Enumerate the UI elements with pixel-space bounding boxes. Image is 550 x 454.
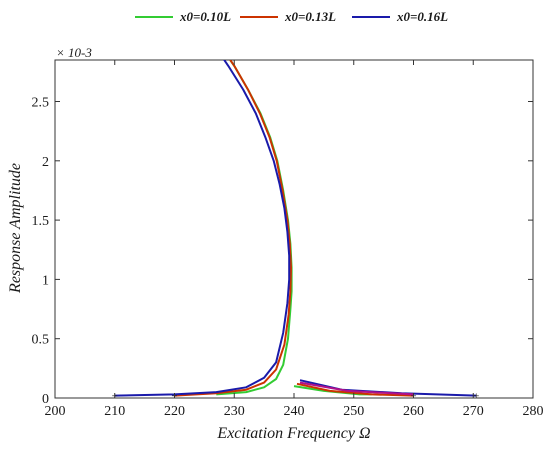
y-tick-label: 1.5 (32, 214, 50, 229)
x-tick-label: 210 (104, 404, 125, 419)
legend: x0=0.10L x0=0.13L x0=0.16L (135, 9, 448, 24)
legend-label: x0=0.10L (179, 9, 231, 24)
series-tail-line (296, 382, 414, 397)
series-end-marker: + (473, 391, 479, 403)
x-tick-label: 280 (523, 404, 544, 419)
y-tick-label: 1 (42, 273, 49, 288)
x-tick-label: 200 (45, 404, 66, 419)
x-tick-label: 270 (463, 404, 484, 419)
y-scale-exponent: × 10-3 (56, 45, 92, 60)
y-axis: 0 0.5 1 1.5 2 2.5 (32, 96, 533, 407)
x-tick-label: 250 (343, 404, 364, 419)
legend-label: x0=0.16L (396, 9, 448, 24)
x-axis-title: Excitation Frequency Ω (216, 425, 370, 442)
y-axis-title: Response Amplitude (7, 163, 24, 294)
x-tick-label: 240 (284, 404, 305, 419)
x-tick-label: 260 (403, 404, 424, 419)
legend-label: x0=0.13L (284, 9, 336, 24)
y-tick-label: 0 (42, 392, 49, 407)
series-line (114, 60, 291, 397)
plot-frame (54, 59, 534, 399)
series-tail-line (299, 381, 414, 396)
x-tick-label: 220 (164, 404, 185, 419)
series-line (174, 60, 292, 397)
y-tick-label: 0.5 (32, 333, 50, 348)
x-axis: 200 210 220 230 240 250 260 270 280 (45, 60, 544, 419)
y-tick-label: 2.5 (32, 96, 50, 111)
x-tick-label: 230 (224, 404, 245, 419)
y-tick-label: 2 (42, 155, 49, 170)
